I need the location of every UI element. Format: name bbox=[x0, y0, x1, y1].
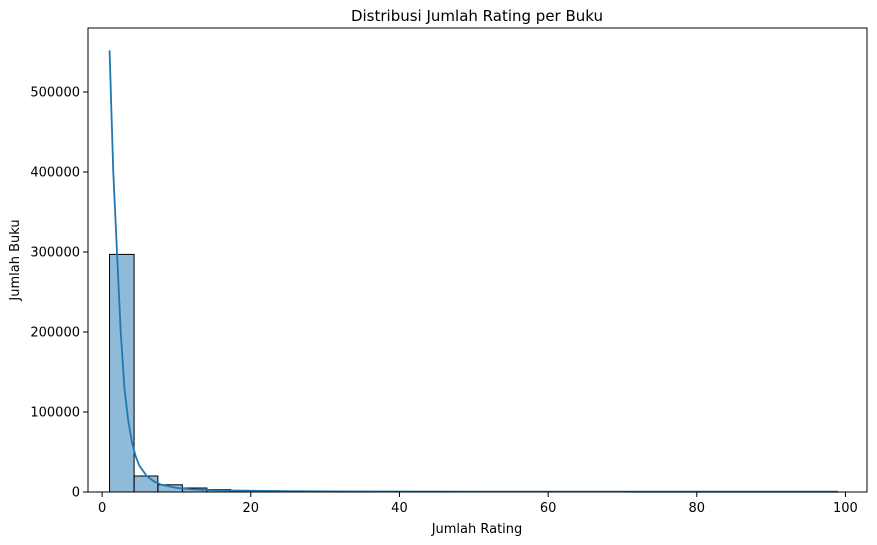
x-tick-label: 40 bbox=[391, 501, 408, 516]
y-axis-ticks: 0 100000 200000 300000 400000 500000 bbox=[30, 86, 88, 501]
histogram-bar bbox=[109, 253, 135, 493]
y-axis-label: Jumlah Buku bbox=[8, 219, 23, 301]
x-tick-label: 60 bbox=[540, 501, 557, 516]
x-axis-ticks: 0 20 40 60 80 100 bbox=[98, 492, 858, 516]
chart-title: Distribusi Jumlah Rating per Buku bbox=[351, 7, 603, 25]
y-tick-label: 400000 bbox=[30, 166, 80, 181]
y-tick-label: 500000 bbox=[30, 86, 80, 101]
plot-frame bbox=[87, 27, 868, 493]
y-tick-label: 300000 bbox=[30, 246, 80, 261]
y-tick-label: 0 bbox=[72, 486, 80, 501]
y-tick-label: 100000 bbox=[30, 406, 80, 421]
x-axis-label: Jumlah Rating bbox=[431, 522, 523, 537]
x-tick-label: 0 bbox=[98, 501, 106, 516]
x-tick-label: 100 bbox=[833, 501, 858, 516]
y-tick-label: 200000 bbox=[30, 326, 80, 341]
histogram-bar bbox=[133, 475, 159, 493]
x-tick-label: 80 bbox=[689, 501, 706, 516]
x-tick-label: 20 bbox=[243, 501, 260, 516]
